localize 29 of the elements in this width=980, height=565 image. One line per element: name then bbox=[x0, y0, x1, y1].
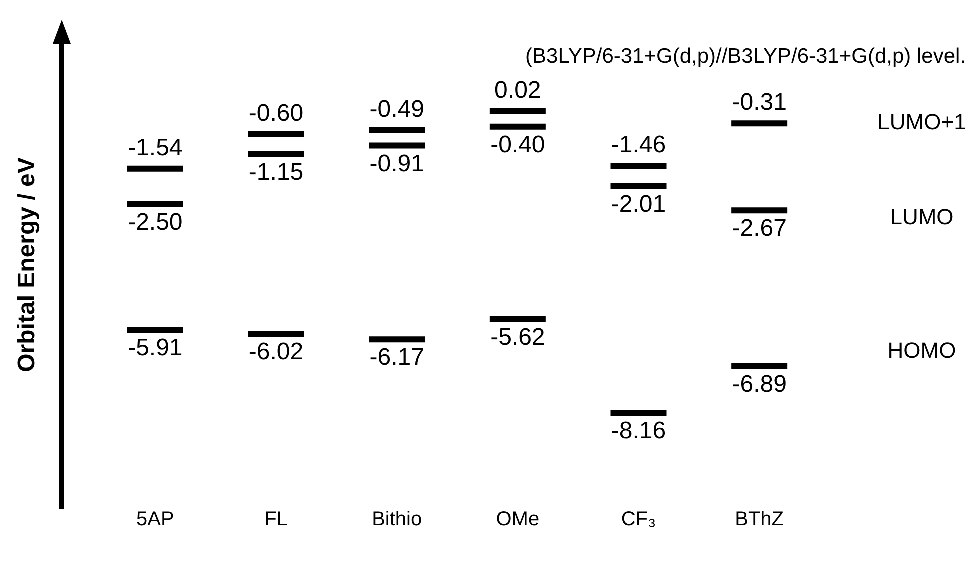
data-label: -0.31 bbox=[732, 89, 787, 116]
data-label: -1.15 bbox=[248, 159, 304, 186]
category-label: OMe bbox=[496, 508, 540, 531]
data-label: -6.89 bbox=[732, 370, 787, 398]
data-label: -5.62 bbox=[490, 324, 546, 351]
text: (B3LYP/6-31+G(d,p)//B3LYP/6-31+G(d,p) level. bbox=[526, 44, 966, 68]
category-label: FL bbox=[264, 508, 288, 531]
data-label: -6.17 bbox=[370, 344, 424, 372]
legend-label: LUMO bbox=[890, 204, 954, 230]
data-label: -1.54 bbox=[128, 134, 183, 162]
data-label: -8.16 bbox=[611, 418, 666, 445]
data-label: -2.01 bbox=[611, 190, 666, 218]
category-label: CF₃ bbox=[621, 508, 656, 531]
data-label: -0.60 bbox=[248, 100, 304, 127]
legend-label: HOMO bbox=[888, 338, 956, 364]
category-label: 5AP bbox=[136, 508, 174, 531]
legend-label: LUMO+1 bbox=[878, 110, 966, 135]
data-label: -0.91 bbox=[370, 150, 424, 178]
data-label: -5.91 bbox=[128, 334, 183, 362]
data-label: -1.46 bbox=[611, 132, 666, 159]
data-label: -0.49 bbox=[370, 96, 424, 123]
text: Orbital Energy / eV bbox=[14, 158, 41, 372]
data-label: -0.40 bbox=[490, 132, 546, 159]
data-label: -2.50 bbox=[128, 208, 183, 236]
category-label: BThZ bbox=[735, 508, 784, 531]
data-label: 0.02 bbox=[494, 77, 542, 104]
data-label: -6.02 bbox=[248, 338, 304, 366]
category-label: Bithio bbox=[372, 508, 422, 531]
data-label: -2.67 bbox=[732, 215, 787, 242]
